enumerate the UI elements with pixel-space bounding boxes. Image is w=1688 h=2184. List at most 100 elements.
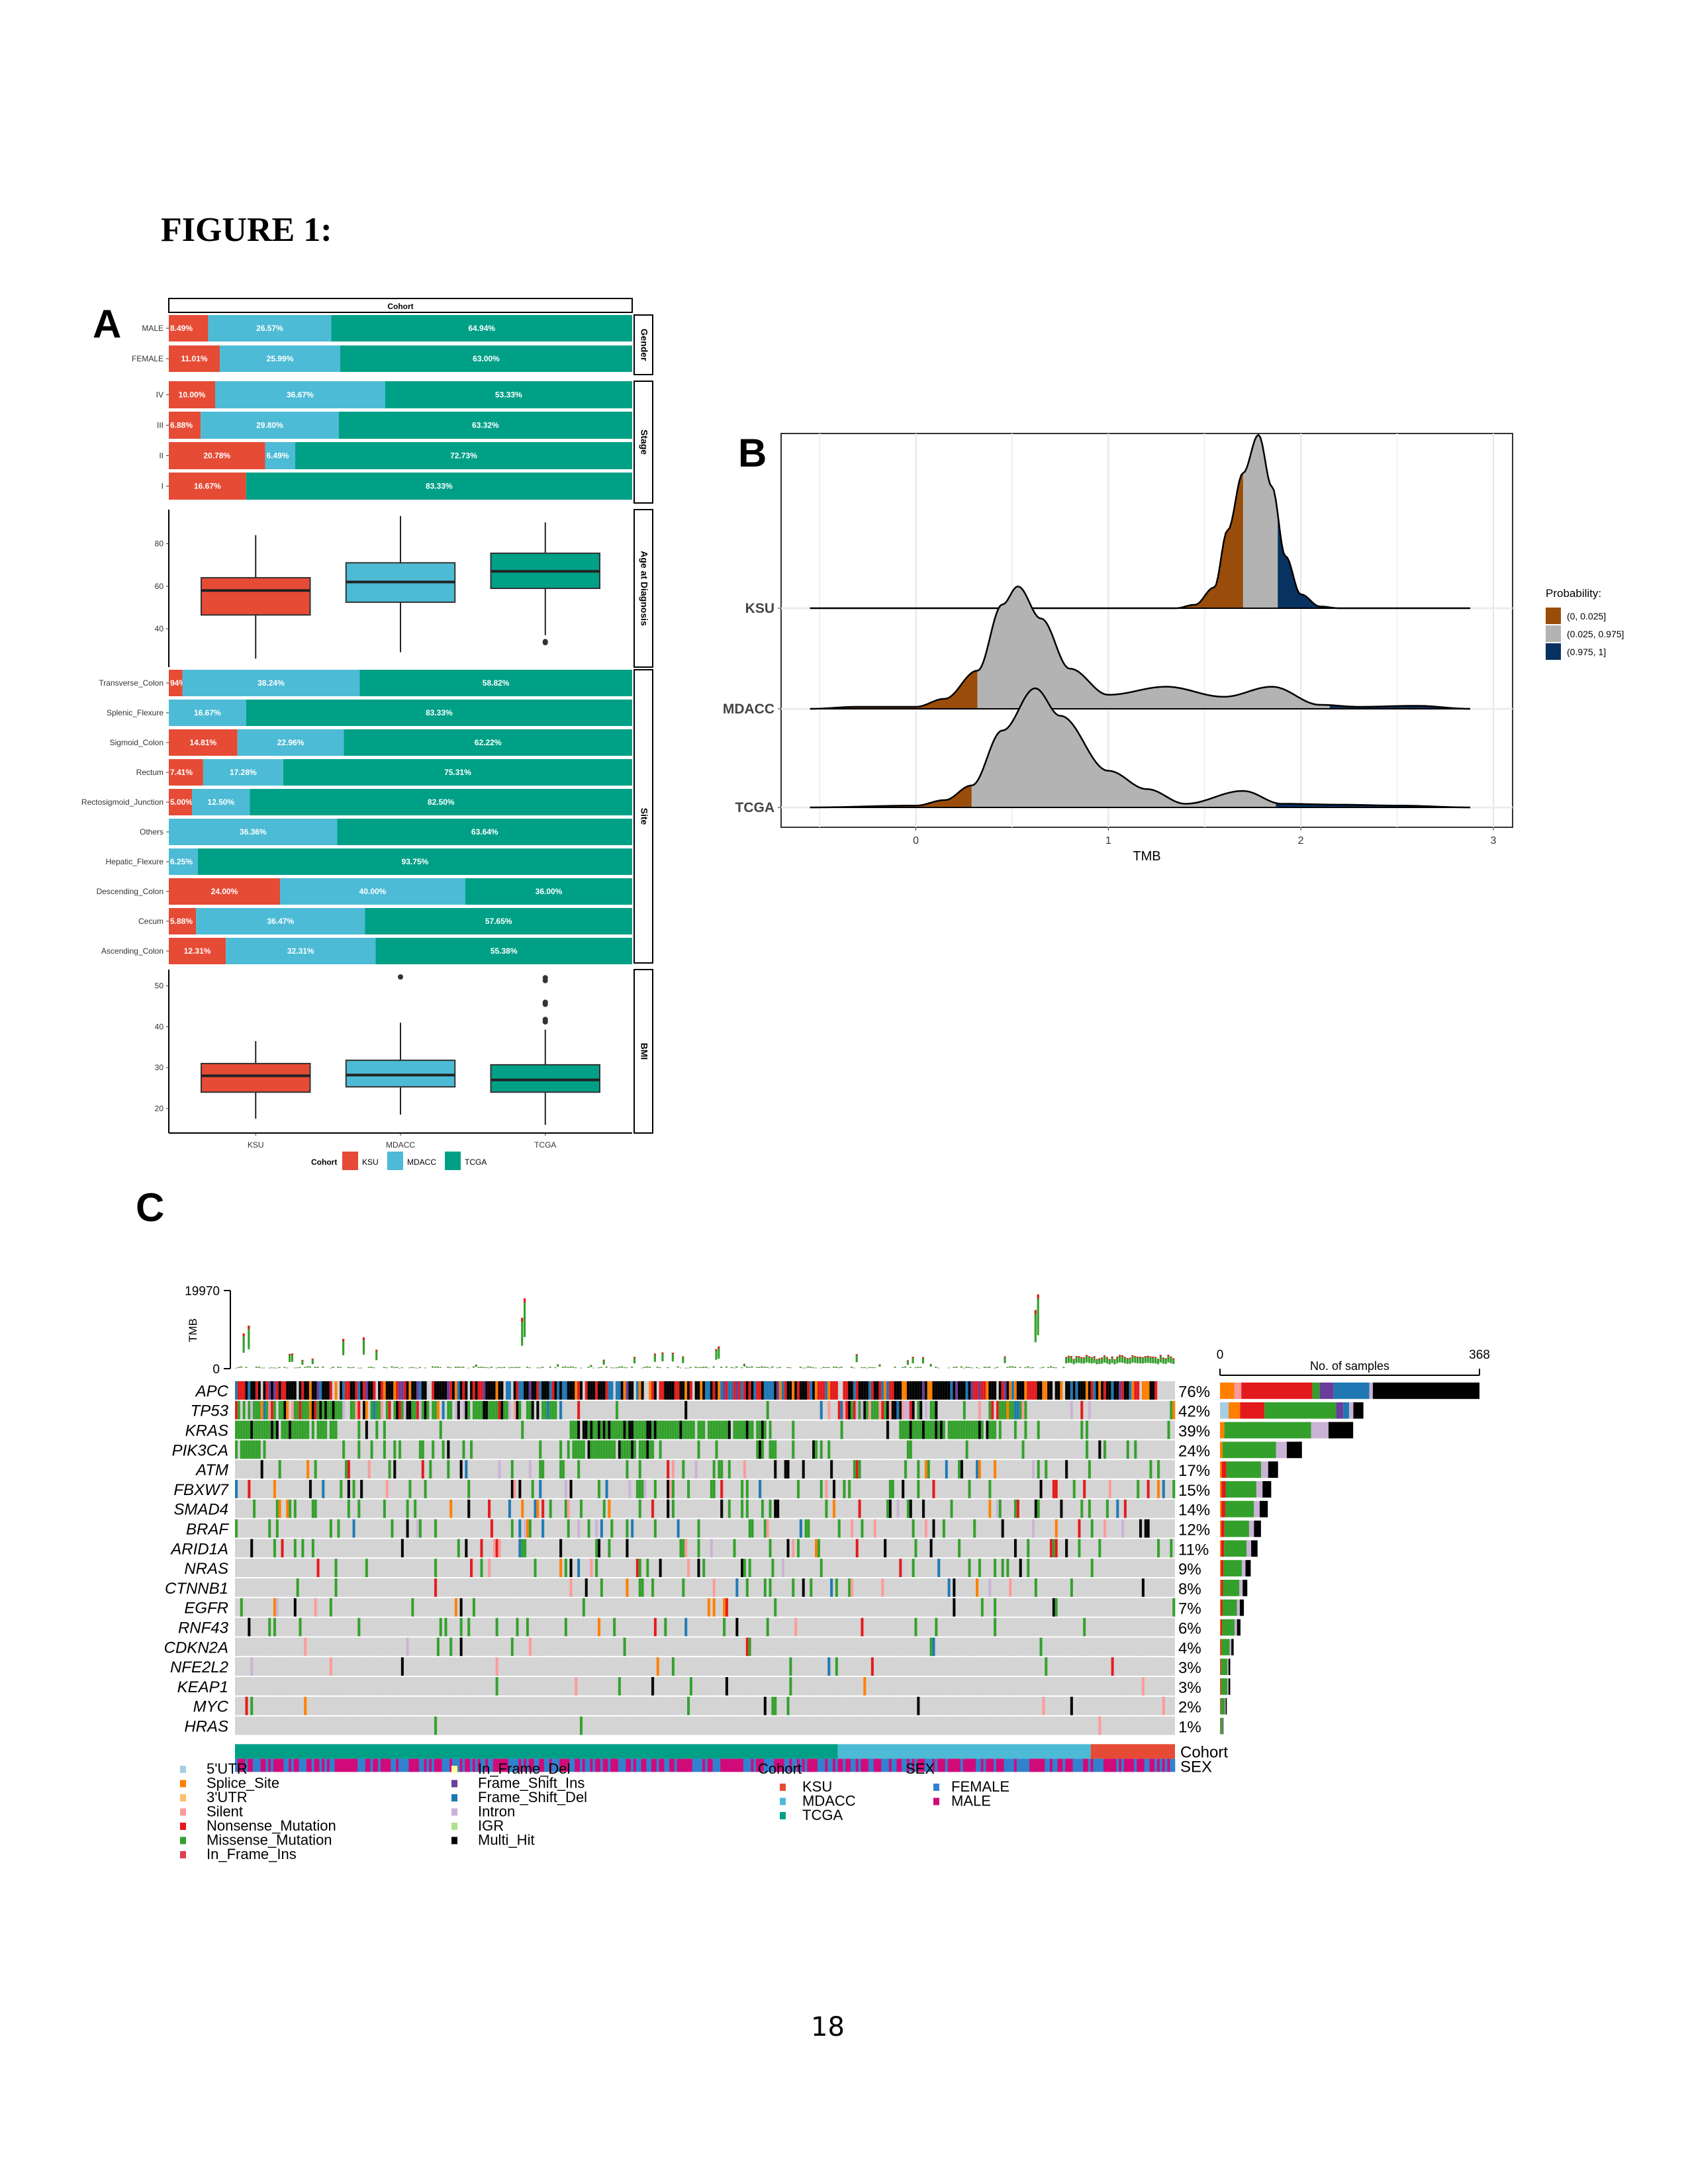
tmb-bar-missense <box>340 1367 342 1369</box>
x-tick-label: 2 <box>1298 835 1304 846</box>
mutation-cell <box>316 1400 320 1420</box>
mutation-cell <box>1172 1598 1176 1617</box>
tmb-bar-missense <box>329 1367 332 1369</box>
sex-track-cell <box>759 1758 762 1772</box>
sex-track-cell <box>888 1758 892 1772</box>
outlier-point <box>542 1017 548 1023</box>
tmb-bar-missense <box>962 1367 965 1369</box>
tmb-bar-missense <box>477 1367 480 1368</box>
mutation-cell <box>1031 1460 1035 1479</box>
mutation-cell <box>459 1460 463 1479</box>
mutation-cell <box>324 1381 328 1400</box>
mutation-cell <box>792 1440 795 1459</box>
frequency-bar-segment <box>1223 1441 1276 1459</box>
mutation-cell <box>541 1381 545 1400</box>
mutation-cell <box>590 1440 593 1459</box>
mutation-cell <box>631 1420 634 1439</box>
mutation-cell <box>393 1460 397 1479</box>
mutation-cell <box>786 1539 790 1558</box>
sex-track-cell <box>789 1758 792 1772</box>
mutation-cell <box>1113 1381 1117 1400</box>
density-fill-mdacc-2 <box>1329 705 1471 709</box>
frequency-bar-segment <box>1231 1639 1234 1656</box>
mutation-cell <box>628 1440 632 1459</box>
mutation-cell <box>347 1499 350 1518</box>
mutation-cell <box>613 1617 616 1637</box>
mutation-cell <box>837 1400 841 1420</box>
mutation-cell <box>799 1519 802 1538</box>
sex-track-cell <box>447 1758 450 1772</box>
sex-track-cell <box>776 1758 780 1772</box>
mutation-cell <box>697 1440 700 1459</box>
frequency-bar-segment <box>1222 1619 1235 1636</box>
mutation-cell <box>521 1420 524 1439</box>
mutation-cell <box>881 1381 884 1400</box>
mutation-cell <box>1060 1381 1063 1400</box>
variant-legend-swatch <box>180 1780 186 1788</box>
sex-track-cell <box>1141 1758 1145 1772</box>
mutation-cell <box>380 1381 384 1400</box>
mutation-cell <box>694 1460 698 1479</box>
mutation-cell <box>329 1657 332 1676</box>
sex-track-cell <box>1011 1758 1015 1772</box>
mutation-cell <box>909 1400 912 1420</box>
mutation-cell <box>564 1617 567 1637</box>
gene-percent: 8% <box>1178 1580 1201 1598</box>
tmb-bar-nonsense <box>1037 1294 1039 1298</box>
mutation-cell <box>579 1499 583 1518</box>
sex-track-cell <box>700 1758 703 1772</box>
mutation-cell <box>582 1420 585 1439</box>
mutation-cell <box>850 1381 854 1400</box>
tmb-bar-missense <box>1113 1359 1116 1365</box>
sex-track-cell <box>610 1758 614 1772</box>
y-tick-label: II <box>159 451 164 461</box>
variant-legend-swatch <box>451 1766 457 1773</box>
mutation-cell <box>674 1420 677 1439</box>
mutation-cell <box>322 1400 325 1420</box>
sex-track-cell <box>355 1758 358 1772</box>
mutation-cell <box>304 1637 307 1657</box>
mutation-cell <box>817 1539 820 1558</box>
mutation-cell <box>886 1420 890 1439</box>
mutation-cell <box>1083 1480 1086 1498</box>
sex-track-cell <box>513 1758 516 1772</box>
mutation-cell <box>988 1400 992 1420</box>
tmb-bar-missense <box>237 1367 240 1368</box>
mutation-cell <box>311 1420 314 1439</box>
density-fill-tcga-1 <box>971 688 1276 807</box>
tmb-bar-missense <box>679 1367 682 1369</box>
sex-track-cell <box>973 1758 976 1772</box>
frequency-bar-segment <box>1328 1422 1354 1439</box>
tmb-bar-missense <box>929 1363 932 1367</box>
tmb-bar-nonsense <box>1167 1355 1170 1356</box>
mutation-cell <box>994 1617 997 1637</box>
mutation-cell <box>1055 1598 1058 1617</box>
facet-label: BMI <box>639 1043 649 1060</box>
sex-track-cell <box>411 1758 414 1772</box>
mutation-cell <box>304 1420 307 1439</box>
mutation-cell <box>577 1559 581 1577</box>
sex-track-cell <box>408 1758 412 1772</box>
mutation-cell <box>615 1400 619 1420</box>
mutation-cell <box>518 1539 522 1558</box>
mutation-cell <box>858 1460 861 1479</box>
mutation-cell <box>763 1381 767 1400</box>
tmb-bar-missense <box>935 1367 937 1368</box>
mutation-cell <box>449 1637 453 1657</box>
mutation-cell <box>873 1519 876 1538</box>
sex-track-cell <box>506 1758 509 1772</box>
mutation-cell <box>876 1400 879 1420</box>
mutation-cell <box>697 1519 700 1538</box>
sex-track-cell <box>1164 1758 1168 1772</box>
mutation-cell <box>342 1400 346 1420</box>
data-label: 16.67% <box>194 482 221 491</box>
sex-track-cell <box>340 1758 343 1772</box>
mutation-cell <box>786 1460 790 1479</box>
mutation-cell <box>1141 1578 1145 1597</box>
mutation-cell <box>631 1440 634 1459</box>
mutation-cell <box>769 1420 772 1439</box>
sex-track-cell <box>385 1758 389 1772</box>
mutation-cell <box>664 1381 667 1400</box>
mutation-cell <box>1101 1381 1104 1400</box>
tmb-bar-missense <box>804 1367 807 1369</box>
